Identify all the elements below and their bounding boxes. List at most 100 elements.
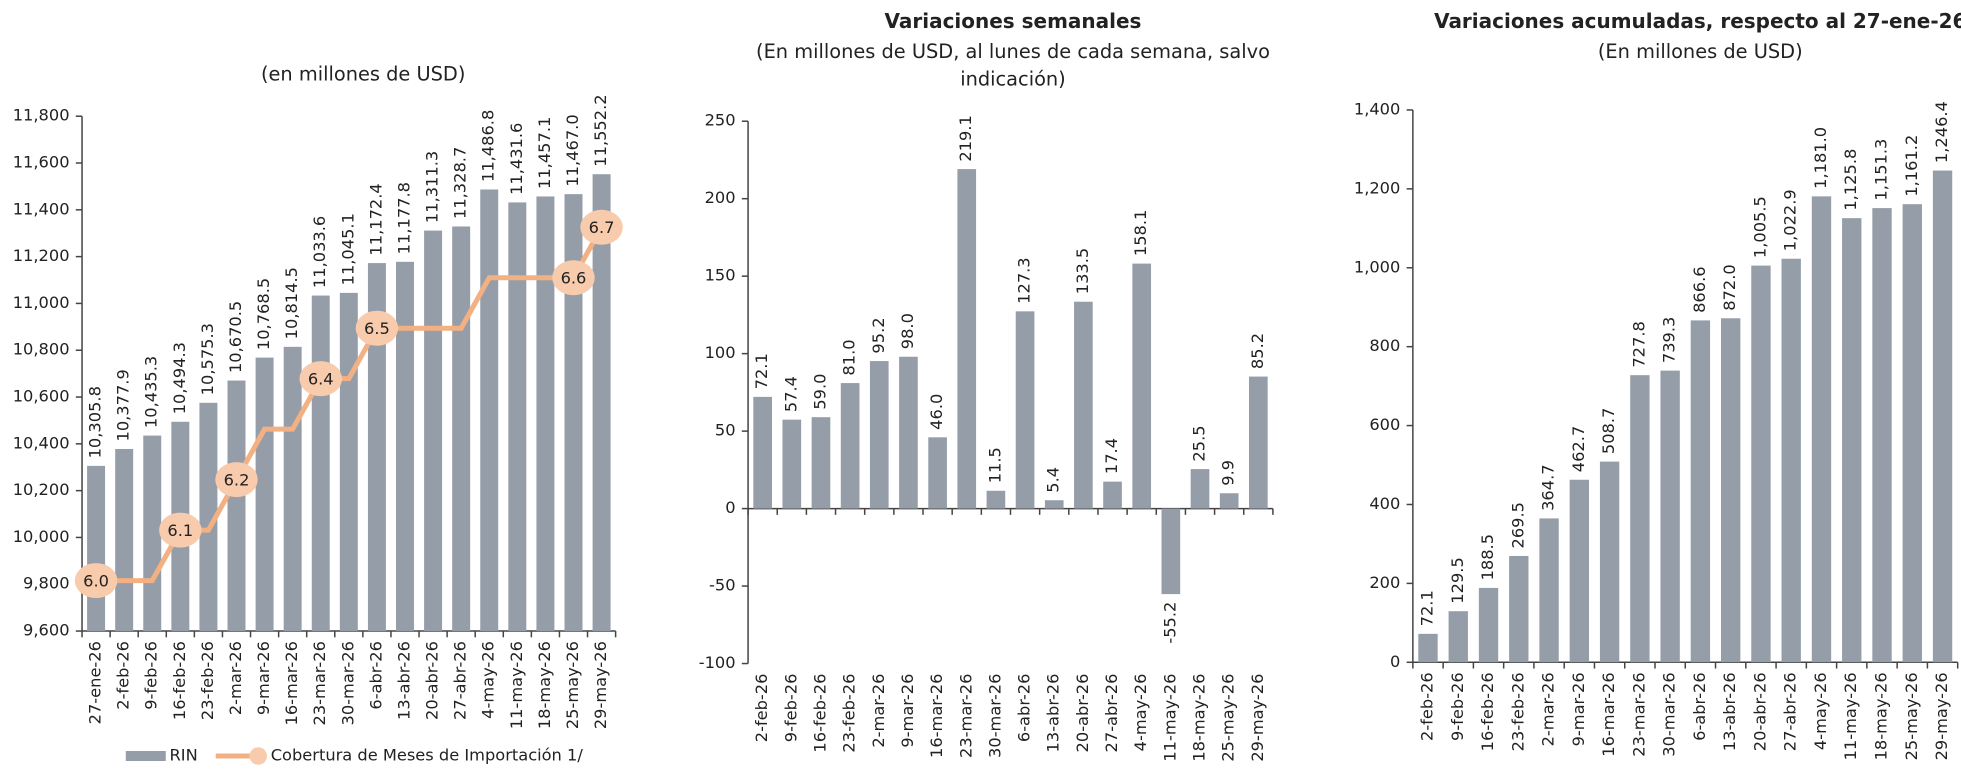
x-tick-label: 9-feb-26 [781,674,800,743]
bar [1630,375,1650,663]
y-tick-label: 0 [1390,652,1400,671]
x-tick-label: 13-abr-26 [1044,674,1063,753]
x-tick-label: 13-abr-26 [1720,672,1739,751]
x-tick-label: 4-may-26 [1811,672,1830,750]
y-tick-label: 11,000 [13,293,70,312]
x-tick-label: 9-feb-26 [142,641,161,710]
x-tick-label: 9-mar-26 [1569,672,1588,746]
value-label: 1,005.5 [1750,196,1769,258]
y-tick-label: 200 [1369,573,1400,592]
bar [592,174,611,632]
bar [452,226,471,632]
bar [1509,555,1529,663]
x-tick-label: 11-may-26 [1160,674,1179,762]
y-tick-label: 150 [705,266,736,285]
x-tick-label: 9-feb-26 [1448,672,1467,741]
bar [1044,500,1064,509]
line-marker [580,209,623,245]
chart-title: Variaciones semanales [885,9,1142,33]
bar [782,419,802,509]
value-label: 6.1 [167,521,193,540]
x-tick-label: 9-mar-26 [254,641,273,715]
x-tick-label: 27-abr-26 [1102,674,1121,753]
y-tick-label: 800 [1369,336,1400,355]
y-tick-label: 10,400 [13,433,70,452]
value-label: 10,814.5 [282,267,301,339]
bar [508,202,527,632]
legend-marker [249,747,267,765]
x-tick-label: 30-mar-26 [1660,672,1679,756]
value-label: 11,033.6 [310,216,329,288]
y-tick-label: 11,400 [13,199,70,218]
value-label: 11,328.7 [451,147,470,219]
bar [899,356,918,509]
value-label: 727.8 [1629,321,1648,367]
x-tick-label: 16-mar-26 [927,674,946,758]
bar [424,230,443,632]
value-label: 10,377.9 [114,369,133,441]
value-label: 11,177.8 [394,182,413,254]
value-label: 11.5 [985,447,1004,483]
chart-subtitle: indicación) [960,67,1066,90]
bar [1015,311,1035,509]
x-tick-label: 16-feb-26 [1478,672,1497,751]
line-marker [215,462,258,498]
value-label: 72.1 [752,353,771,389]
x-tick-label: 29-may-26 [1248,674,1267,762]
chart-subtitle: (En millones de USD) [1598,40,1803,63]
x-tick-label: 6-abr-26 [1690,672,1709,741]
chart-title: (en millones de USD) [261,62,465,85]
value-label: 269.5 [1508,502,1527,548]
bar [986,490,1006,509]
value-label: 11,467.0 [563,114,582,186]
line-marker [159,512,202,548]
bar [1811,196,1832,663]
value-label: 72.1 [1417,590,1436,626]
value-label: 866.6 [1690,266,1709,312]
x-tick-label: 11-may-26 [1841,672,1860,760]
bar [115,449,134,632]
value-label: 10,305.8 [86,386,105,458]
x-tick-label: 2-feb-26 [114,641,133,710]
bar [1751,265,1771,663]
y-tick-label: 0 [725,498,735,517]
bar [1781,258,1801,663]
bar [396,261,414,632]
y-tick-label: 11,800 [13,106,70,125]
bar [1872,208,1892,663]
chart-subtitle: (En millones de USD, al lunes de cada se… [756,40,1270,63]
value-label: 6.5 [364,319,390,338]
bar [928,437,947,509]
y-tick-label: 10,800 [13,340,70,359]
x-tick-label: 4-may-26 [479,641,498,719]
value-label: 129.5 [1448,557,1467,603]
bar [811,417,831,509]
value-label: 219.1 [956,115,975,161]
legend-swatch [125,751,166,762]
bar [957,169,977,509]
bar [255,357,274,632]
bar [283,346,302,632]
y-tick-label: 11,600 [13,153,70,172]
line-marker [74,563,118,599]
x-tick-label: 25-may-26 [563,641,582,729]
value-label: 508.7 [1599,408,1618,454]
value-label: 98.0 [898,313,917,349]
bar [1103,481,1122,509]
value-label: 872.0 [1720,264,1739,310]
value-label: 6.0 [83,571,109,590]
y-tick-label: 200 [705,188,736,207]
x-tick-label: 25-may-26 [1902,672,1921,760]
value-label: 11,045.1 [338,213,357,285]
bar [1569,479,1590,663]
bar [1132,263,1152,509]
bar [1720,318,1741,663]
value-label: 11,172.4 [366,183,385,255]
bar [1074,301,1093,509]
bar [869,361,889,509]
bar [1418,633,1438,663]
legend-label: Cobertura de Meses de Importación 1/ [271,746,584,765]
x-tick-label: 23-mar-26 [956,674,975,758]
bar [1478,587,1499,663]
